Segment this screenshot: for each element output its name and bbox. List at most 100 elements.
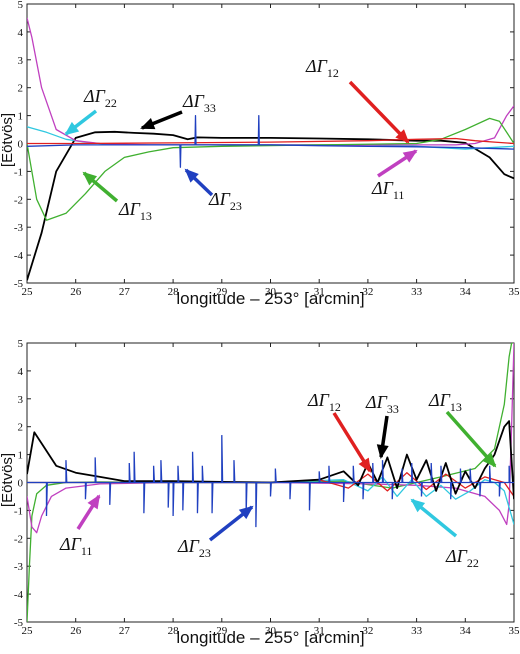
annotation-gamma-12: ΔΓ12 xyxy=(305,56,410,144)
x-tick-label: 29 xyxy=(216,625,228,637)
x-tick-label: 27 xyxy=(119,625,131,637)
arrow-shaft xyxy=(445,410,497,468)
annotation-label: ΔΓ11 xyxy=(59,534,92,558)
annotation-subscript: 23 xyxy=(230,199,242,213)
y-tick-label: -1 xyxy=(14,505,23,517)
arrow-shaft xyxy=(348,80,410,144)
y-tick-label: 4 xyxy=(18,27,24,39)
annotation-label: ΔΓ13 xyxy=(428,390,462,414)
x-tick-label: 30 xyxy=(265,286,277,298)
x-tick-label: 26 xyxy=(70,286,82,298)
x-tick-label: 28 xyxy=(168,625,180,637)
x-tick-label: 34 xyxy=(460,286,472,298)
annotation-label: ΔΓ12 xyxy=(307,390,341,414)
annotation-symbol: ΔΓ xyxy=(118,199,141,219)
annotation-gamma-11: ΔΓ11 xyxy=(371,149,418,202)
y-tick-label: -4 xyxy=(14,589,24,601)
annotation-label: ΔΓ11 xyxy=(371,178,404,202)
annotation-subscript: 12 xyxy=(329,400,341,414)
y-axis-label: [Eötvös] xyxy=(0,113,16,167)
y-tick-label: 5 xyxy=(18,0,24,11)
y-tick-label: 0 xyxy=(18,478,24,490)
annotation-subscript: 13 xyxy=(450,400,462,414)
arrow-head xyxy=(358,457,372,473)
x-tick-label: 25 xyxy=(22,625,34,637)
y-tick-label: 3 xyxy=(18,394,24,406)
arrow-head xyxy=(82,171,98,186)
annotation-symbol: ΔΓ xyxy=(307,390,330,410)
x-tick-label: 26 xyxy=(70,625,82,637)
annotation-gamma-23: ΔΓ23 xyxy=(177,505,254,560)
y-tick-label: 1 xyxy=(18,450,24,462)
y-tick-label: 2 xyxy=(18,422,24,434)
arrow-head xyxy=(410,498,426,513)
annotation-symbol: ΔΓ xyxy=(177,536,200,556)
annotation-symbol: ΔΓ xyxy=(182,91,205,111)
annotation-symbol: ΔΓ xyxy=(428,390,451,410)
x-tick-label: 33 xyxy=(411,286,423,298)
x-tick-label: 35 xyxy=(509,286,520,298)
arrow-head xyxy=(376,444,389,459)
x-axis-label: longitude – 253° [arcmin] xyxy=(176,289,364,308)
y-tick-label: -2 xyxy=(14,533,23,545)
y-tick-label: -2 xyxy=(14,194,23,206)
annotation-label: ΔΓ23 xyxy=(208,189,242,213)
y-tick-label: 3 xyxy=(18,55,24,67)
series-13-line xyxy=(27,343,514,622)
x-tick-label: 29 xyxy=(216,286,228,298)
x-tick-label: 32 xyxy=(362,286,373,298)
y-tick-label: 0 xyxy=(18,139,24,151)
annotation-symbol: ΔΓ xyxy=(59,534,82,554)
series-23-line xyxy=(27,114,514,168)
annotation-gamma-33: ΔΓ33 xyxy=(140,91,216,130)
annotation-subscript: 23 xyxy=(199,546,211,560)
x-tick-label: 27 xyxy=(119,286,131,298)
annotation-gamma-12: ΔΓ12 xyxy=(307,390,372,473)
y-tick-label: 4 xyxy=(18,366,24,378)
annotation-gamma-23: ΔΓ23 xyxy=(184,168,242,213)
annotation-symbol: ΔΓ xyxy=(305,56,328,76)
series-23-line xyxy=(27,435,514,528)
x-tick-label: 33 xyxy=(411,625,423,637)
y-tick-label: 1 xyxy=(18,111,24,123)
annotation-label: ΔΓ13 xyxy=(118,199,152,223)
x-tick-label: 28 xyxy=(168,286,180,298)
annotation-gamma-13: ΔΓ13 xyxy=(428,390,497,468)
x-tick-label: 35 xyxy=(509,625,520,637)
annotation-symbol: ΔΓ xyxy=(365,392,388,412)
arrow-head xyxy=(238,505,254,520)
annotation-subscript: 22 xyxy=(105,96,117,110)
x-axis-label: longitude – 255° [arcmin] xyxy=(176,628,364,647)
y-tick-label: -1 xyxy=(14,166,23,178)
series-12-line xyxy=(27,137,514,145)
x-tick-label: 31 xyxy=(314,625,325,637)
annotation-label: ΔΓ22 xyxy=(445,546,479,570)
y-tick-label: 2 xyxy=(18,83,24,95)
y-tick-label: -5 xyxy=(14,617,24,629)
annotation-gamma-22: ΔΓ22 xyxy=(410,498,479,570)
x-tick-label: 34 xyxy=(460,625,472,637)
annotation-subscript: 33 xyxy=(387,402,399,416)
annotation-label: ΔΓ12 xyxy=(305,56,339,80)
arrow-head xyxy=(64,121,80,136)
annotation-label: ΔΓ33 xyxy=(365,392,399,416)
arrow-head xyxy=(140,117,156,130)
y-tick-label: -3 xyxy=(14,222,24,234)
top-chart-panel: 25 26 27 28 29 30 31 32 33 34 35543210-1-2-3-4-5lo… xyxy=(0,0,520,308)
arrow-head xyxy=(482,453,497,468)
annotation-symbol: ΔΓ xyxy=(371,178,394,198)
series-33-line xyxy=(27,130,514,281)
annotation-subscript: 13 xyxy=(140,209,152,223)
annotation-symbol: ΔΓ xyxy=(83,86,106,106)
x-tick-label: 31 xyxy=(314,286,325,298)
series-11-line xyxy=(27,343,514,534)
y-tick-label: -5 xyxy=(14,278,24,290)
y-tick-label: 5 xyxy=(18,338,24,350)
x-tick-label: 25 xyxy=(22,286,34,298)
annotation-gamma-33: ΔΓ33 xyxy=(365,392,399,459)
annotation-label: ΔΓ33 xyxy=(182,91,216,115)
annotation-subscript: 22 xyxy=(467,556,479,570)
bottom-chart-panel: 25 26 27 28 29 30 31 32 33 34 35543210-1-2-3-4-5lo… xyxy=(0,338,520,647)
annotation-subscript: 11 xyxy=(81,544,93,558)
arrow-head xyxy=(184,168,199,183)
